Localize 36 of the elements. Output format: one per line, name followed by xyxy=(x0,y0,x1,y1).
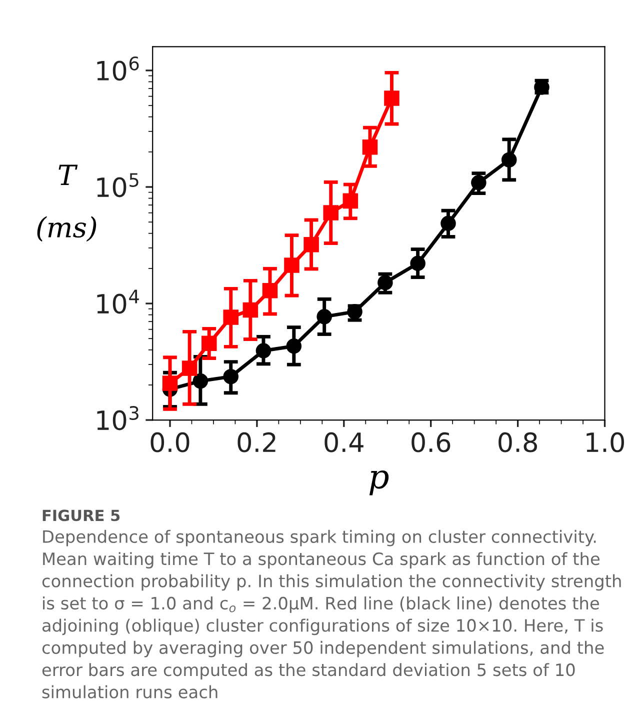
x-tick-label: 0.2 xyxy=(238,432,276,452)
point xyxy=(342,193,358,209)
y-tick-label: 10$^{4}$ xyxy=(97,290,139,314)
y-tick-label: 10$^{3}$ xyxy=(97,406,138,430)
x-tick-label: 0.6 xyxy=(412,432,450,452)
point xyxy=(286,338,302,354)
point xyxy=(501,152,517,168)
point xyxy=(242,302,258,318)
point xyxy=(378,275,393,290)
point xyxy=(182,360,198,376)
point xyxy=(162,376,178,391)
point xyxy=(440,216,456,232)
x-tick-label: 0.8 xyxy=(498,432,537,452)
x-tick-label: 0.4 xyxy=(324,432,364,452)
point xyxy=(223,310,238,325)
point xyxy=(471,174,486,190)
point xyxy=(201,336,217,351)
point xyxy=(223,368,238,384)
point xyxy=(362,139,378,155)
point xyxy=(256,343,272,358)
point xyxy=(192,373,208,389)
point xyxy=(323,205,338,220)
x-axis-title: p xyxy=(369,470,389,496)
point xyxy=(304,237,319,252)
point xyxy=(284,258,300,273)
y-tick-label: 10$^{5}$ xyxy=(97,173,138,198)
y-axis-title: T (ms) xyxy=(37,164,96,242)
caption: FIGURE 5 xyxy=(42,510,120,522)
point xyxy=(316,309,332,324)
x-tick-label: 0.0 xyxy=(150,432,190,452)
point xyxy=(262,282,278,298)
text: Dependence of spontaneous spark timing on cluster connectivity. Mean waiting time T to a spontaneous Ca spark as function of the connection probability p. In this simulation the connectivity strength is set to σ = 1.0 and c$_{o}$ = 2.0μM. Red line (black line) denotes the adjoining (oblique) cluster configurations of size 10×10. Here, T is computed by averaging over 50 independent simulations, and the error bars are computed as the standard deviation 5 sets of 10 simulation runs each xyxy=(42,530,621,698)
point xyxy=(384,90,400,106)
y-tick-label: 10$^{6}$ xyxy=(97,56,139,81)
x-tick-label: 1.0 xyxy=(586,432,624,452)
point xyxy=(410,256,426,272)
